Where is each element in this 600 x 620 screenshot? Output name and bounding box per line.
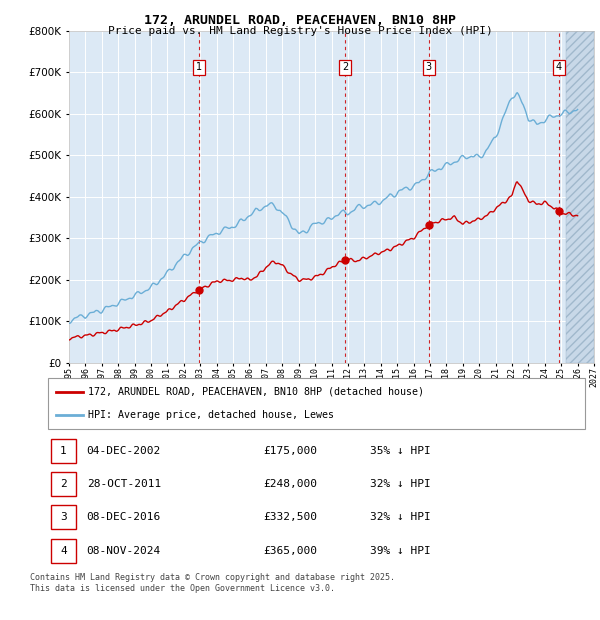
- FancyBboxPatch shape: [50, 505, 76, 529]
- Text: 08-NOV-2024: 08-NOV-2024: [86, 546, 161, 556]
- Text: 172, ARUNDEL ROAD, PEACEHAVEN, BN10 8HP (detached house): 172, ARUNDEL ROAD, PEACEHAVEN, BN10 8HP …: [88, 387, 424, 397]
- Text: 4: 4: [556, 63, 562, 73]
- Text: HPI: Average price, detached house, Lewes: HPI: Average price, detached house, Lewe…: [88, 410, 334, 420]
- Bar: [566, 31, 594, 363]
- Text: £332,500: £332,500: [263, 512, 317, 522]
- Text: Price paid vs. HM Land Registry's House Price Index (HPI): Price paid vs. HM Land Registry's House …: [107, 26, 493, 36]
- Text: 32% ↓ HPI: 32% ↓ HPI: [370, 512, 431, 522]
- FancyBboxPatch shape: [50, 539, 76, 562]
- Text: £365,000: £365,000: [263, 546, 317, 556]
- Text: 1: 1: [196, 63, 202, 73]
- Text: 1: 1: [60, 446, 67, 456]
- Text: 04-DEC-2002: 04-DEC-2002: [86, 446, 161, 456]
- FancyBboxPatch shape: [48, 378, 585, 429]
- Text: £175,000: £175,000: [263, 446, 317, 456]
- Text: Contains HM Land Registry data © Crown copyright and database right 2025.
This d: Contains HM Land Registry data © Crown c…: [30, 574, 395, 593]
- Text: 3: 3: [426, 63, 432, 73]
- Text: 3: 3: [60, 512, 67, 522]
- Text: 2: 2: [342, 63, 348, 73]
- Text: 08-DEC-2016: 08-DEC-2016: [86, 512, 161, 522]
- FancyBboxPatch shape: [50, 439, 76, 463]
- Text: 39% ↓ HPI: 39% ↓ HPI: [370, 546, 431, 556]
- Text: 172, ARUNDEL ROAD, PEACEHAVEN, BN10 8HP: 172, ARUNDEL ROAD, PEACEHAVEN, BN10 8HP: [144, 14, 456, 27]
- Text: 28-OCT-2011: 28-OCT-2011: [86, 479, 161, 489]
- Text: 2: 2: [60, 479, 67, 489]
- Text: 32% ↓ HPI: 32% ↓ HPI: [370, 479, 431, 489]
- Text: 4: 4: [60, 546, 67, 556]
- FancyBboxPatch shape: [50, 472, 76, 496]
- Text: £248,000: £248,000: [263, 479, 317, 489]
- Text: 35% ↓ HPI: 35% ↓ HPI: [370, 446, 431, 456]
